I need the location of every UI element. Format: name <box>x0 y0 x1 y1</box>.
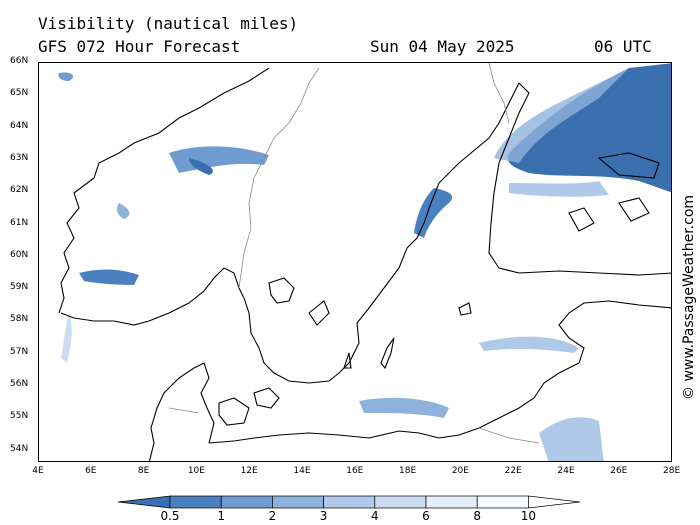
legend-swatch <box>476 495 529 509</box>
lon-label: 6E <box>85 466 97 476</box>
legend-swatch <box>117 495 171 509</box>
lon-label: 16E <box>346 466 364 476</box>
lat-label: 61N <box>10 217 29 228</box>
lon-label: 20E <box>451 466 469 476</box>
lon-label: 10E <box>187 466 205 476</box>
lat-label: 63N <box>10 152 29 163</box>
watermark: © www.PassageWeather.com <box>678 145 698 405</box>
lat-label: 60N <box>10 249 29 260</box>
legend-label: 2 <box>268 509 277 523</box>
legend-bar <box>117 495 581 509</box>
lat-label: 66N <box>10 56 29 66</box>
legend-swatch <box>220 495 273 509</box>
legend-label: 10 <box>520 509 537 523</box>
map-canvas <box>58 63 671 461</box>
lon-label: 24E <box>557 466 575 476</box>
legend-label: 8 <box>473 509 481 523</box>
legend-label: 1 <box>217 509 225 523</box>
legend-swatch <box>272 495 324 509</box>
color-legend <box>117 494 582 524</box>
borders <box>168 63 540 444</box>
lon-label: 22E <box>504 466 522 476</box>
legend-swatch <box>425 495 478 509</box>
map-title: Visibility (nautical miles) <box>38 14 299 33</box>
lat-label: 64N <box>10 120 29 131</box>
lat-label: 55N <box>10 411 29 422</box>
legend-swatch <box>374 495 427 509</box>
lat-label: 54N <box>10 443 29 454</box>
lat-label: 56N <box>10 379 29 389</box>
lon-label: 28E <box>663 466 681 476</box>
visibility-map <box>38 62 672 462</box>
watermark-text: © www.PassageWeather.com <box>681 195 697 400</box>
legend-label: 3 <box>319 509 328 523</box>
forecast-time: 06 UTC <box>594 37 652 56</box>
legend-swatch <box>169 495 222 509</box>
lon-label: 4E <box>32 466 44 476</box>
lat-label: 65N <box>10 88 29 99</box>
lon-label: 14E <box>293 466 311 476</box>
legend-label: 4 <box>370 509 379 523</box>
lon-label: 8E <box>137 466 150 476</box>
lat-label: 59N <box>10 282 29 293</box>
forecast-label: GFS 072 Hour Forecast <box>38 37 241 56</box>
lon-label: 26E <box>610 466 628 476</box>
lat-label: 58N <box>10 314 29 325</box>
lon-label: 12E <box>240 466 258 476</box>
visibility-shading <box>58 63 671 461</box>
legend-label: 6 <box>422 509 430 523</box>
coastlines <box>58 67 671 461</box>
lat-label: 62N <box>10 185 29 196</box>
legend-swatch <box>528 495 581 509</box>
lat-label: 57N <box>10 346 29 357</box>
legend-swatch <box>323 495 376 509</box>
forecast-date: Sun 04 May 2025 <box>370 37 515 56</box>
legend-label: 0.5 <box>160 509 180 523</box>
lon-label: 18E <box>399 466 417 476</box>
